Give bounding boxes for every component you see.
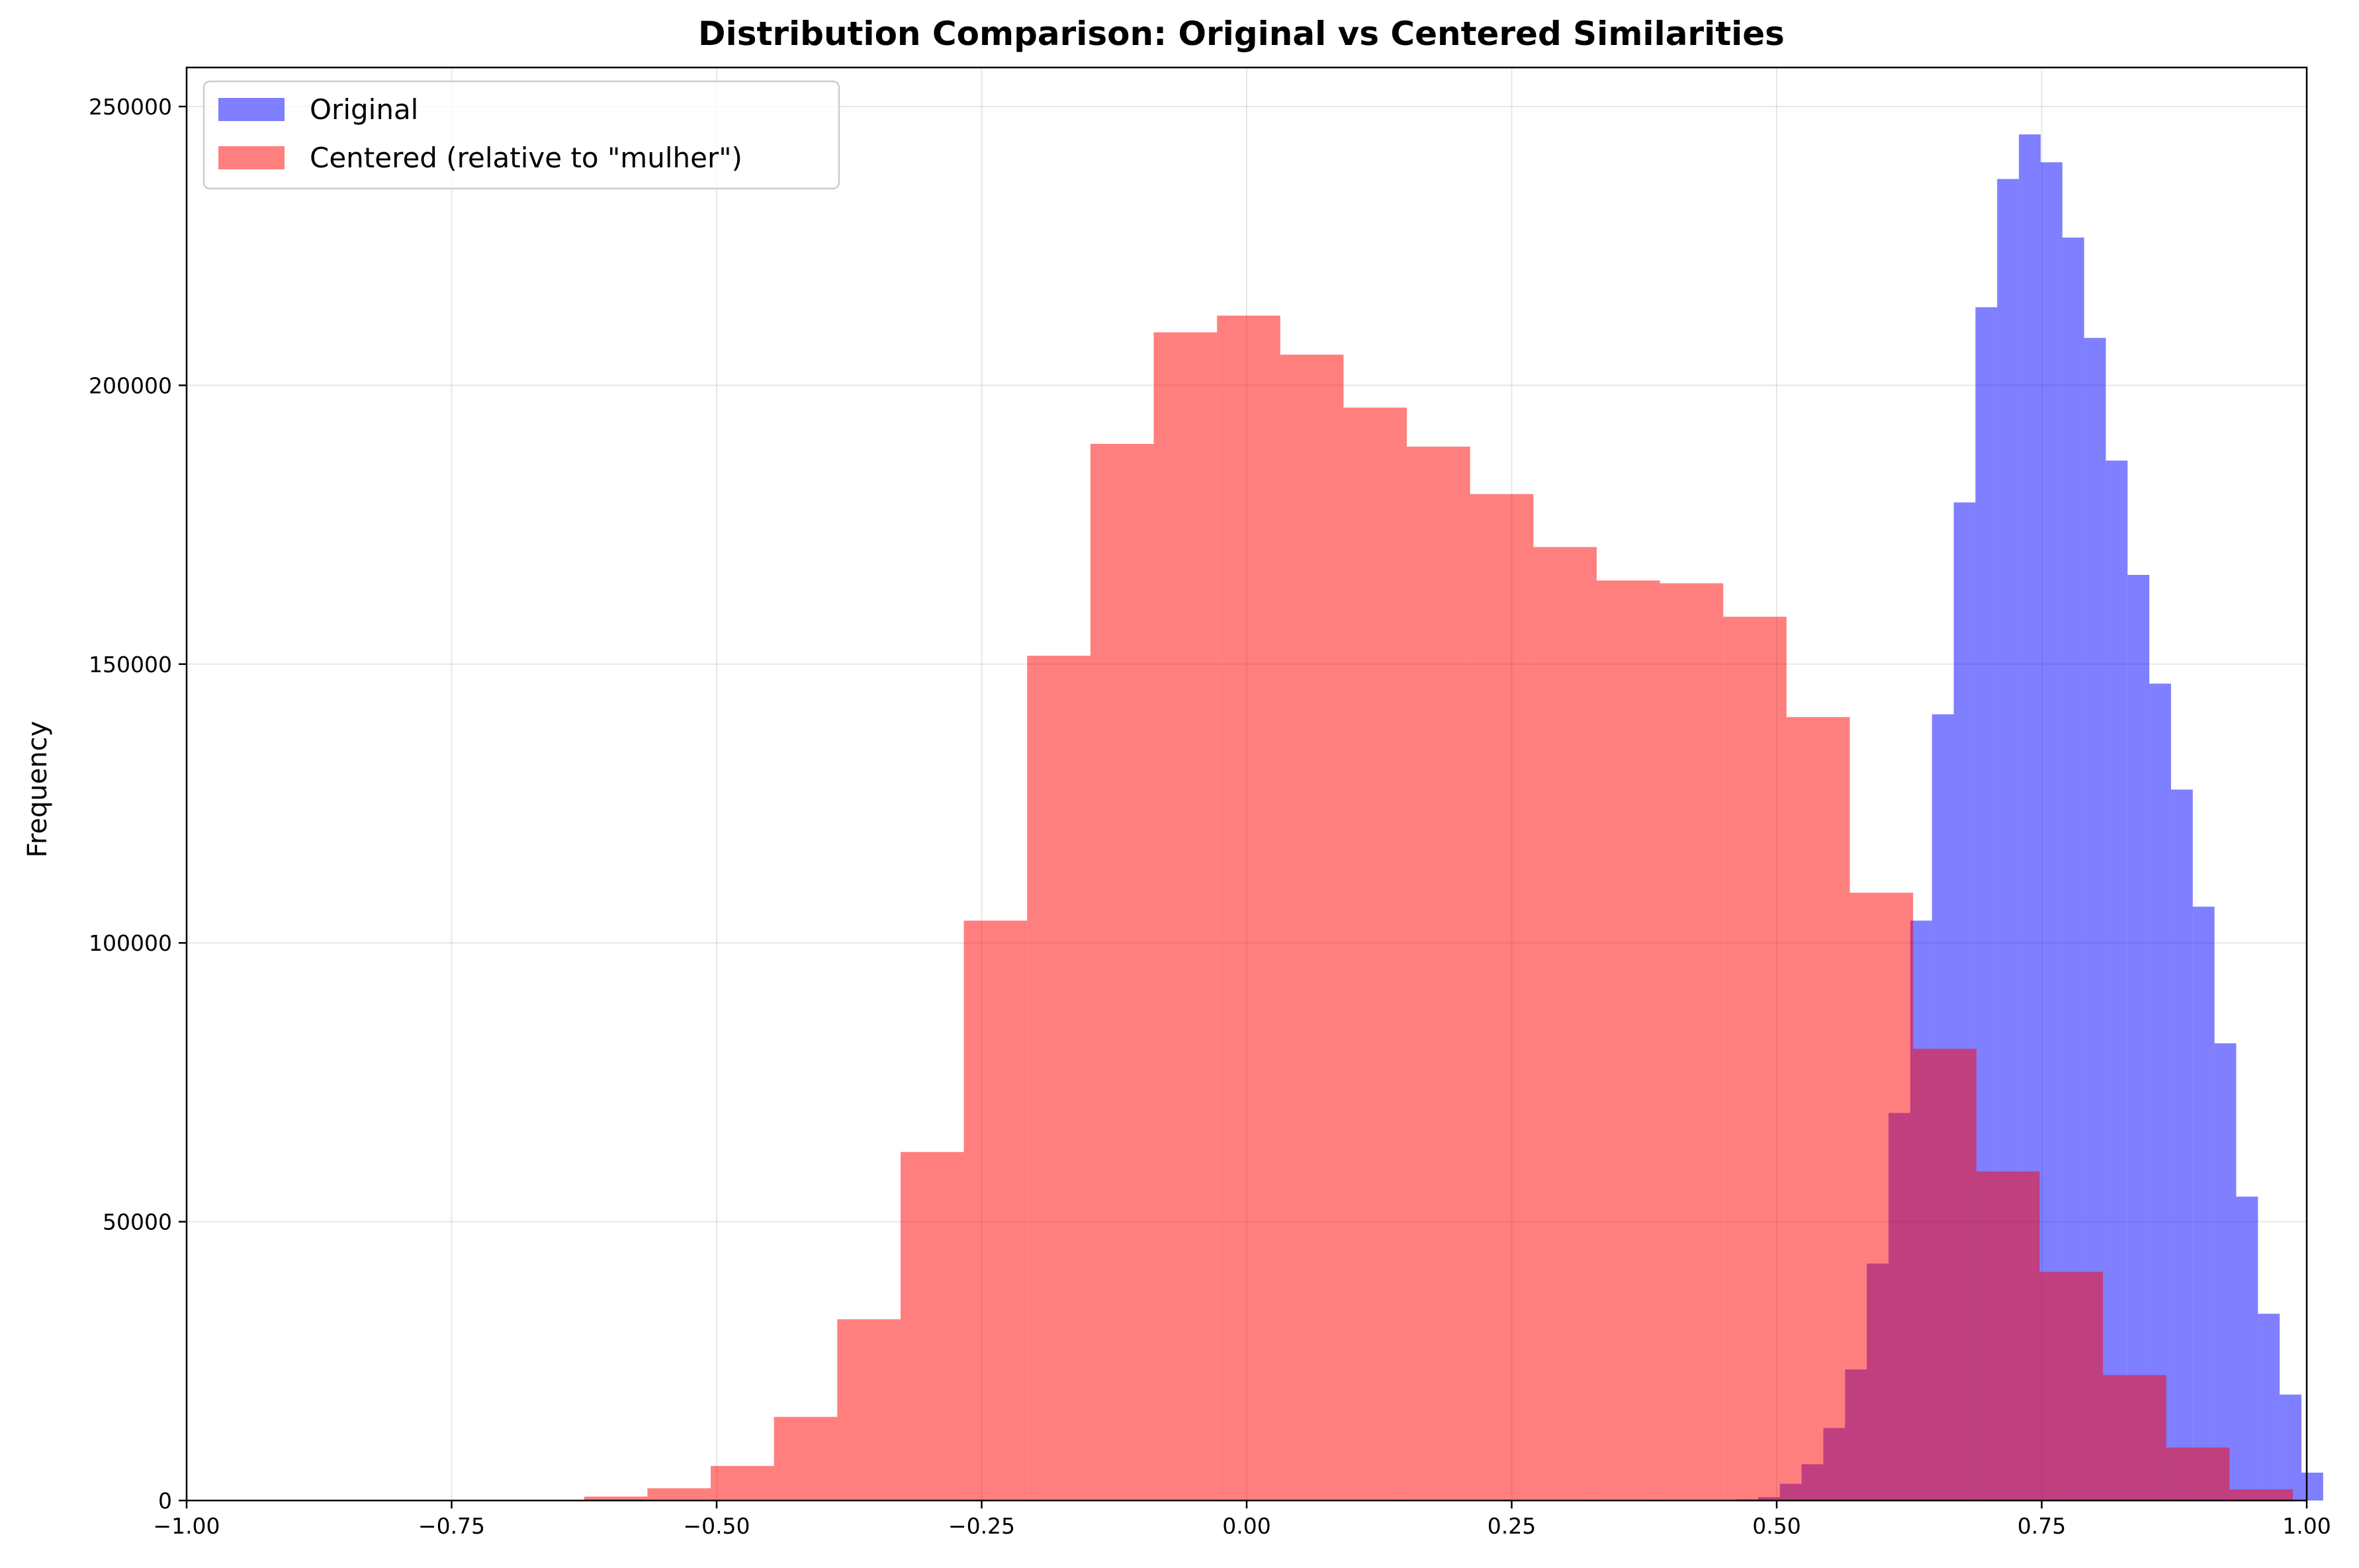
histogram-bar bbox=[1090, 443, 1154, 1501]
histogram-bar bbox=[774, 1416, 838, 1501]
legend-swatch bbox=[218, 98, 285, 121]
legend-label: Original bbox=[310, 93, 418, 126]
legend-box bbox=[202, 80, 840, 190]
histogram-bar bbox=[2301, 1472, 2323, 1501]
legend: Original Centered (relative to "mulher") bbox=[202, 80, 840, 190]
histogram-bar bbox=[1343, 408, 1407, 1501]
histogram-bar bbox=[1849, 893, 1914, 1501]
series-1-bars bbox=[584, 316, 2293, 1501]
histogram-bar bbox=[711, 1465, 774, 1501]
x-tick-label: −1.00 bbox=[153, 1513, 220, 1539]
histogram-bar bbox=[963, 920, 1028, 1501]
histogram-bar bbox=[2127, 574, 2150, 1501]
histogram-bar bbox=[1217, 316, 1280, 1501]
histogram-bar bbox=[1027, 656, 1090, 1501]
histogram-bar bbox=[2149, 683, 2171, 1501]
y-tick-label: 0 bbox=[158, 1488, 172, 1514]
y-tick-label: 50000 bbox=[103, 1209, 172, 1235]
histogram-bar bbox=[837, 1319, 901, 1501]
x-tick-label: −0.50 bbox=[683, 1513, 750, 1539]
histogram-bar bbox=[1660, 583, 1724, 1501]
histogram-bar bbox=[2039, 1272, 2104, 1501]
histogram-bar bbox=[1596, 580, 1660, 1501]
histogram-bar bbox=[2280, 1394, 2301, 1501]
chart-title: Distribution Comparison: Original vs Cen… bbox=[698, 15, 1785, 53]
x-tick-label: 0.75 bbox=[2018, 1513, 2066, 1539]
y-tick-label: 250000 bbox=[89, 94, 172, 120]
histogram-bar bbox=[1470, 494, 1534, 1501]
histogram-bar bbox=[1280, 355, 1344, 1501]
histogram-bar bbox=[1976, 1171, 2040, 1501]
x-tick-label: 0.25 bbox=[1488, 1513, 1536, 1539]
histogram-bar bbox=[647, 1488, 711, 1501]
y-tick-label: 200000 bbox=[89, 372, 172, 398]
histogram-bar bbox=[2103, 1375, 2166, 1501]
x-tick-label: 0.00 bbox=[1222, 1513, 1270, 1539]
axes: −1.00 −0.75 −0.50 −0.25 0.00 0.25 0.50 0.75 1.00… bbox=[89, 66, 2331, 1539]
histogram-bar bbox=[2214, 1043, 2237, 1501]
x-tick-label: −0.75 bbox=[418, 1513, 485, 1539]
x-tick-label: 0.50 bbox=[1752, 1513, 1801, 1539]
histogram-bar bbox=[2170, 789, 2193, 1501]
histogram-bar bbox=[1723, 617, 1787, 1501]
histogram-bar bbox=[900, 1152, 964, 1501]
histogram-bar bbox=[2192, 906, 2215, 1501]
histogram-bar bbox=[1407, 447, 1470, 1501]
histogram-bar bbox=[1913, 1049, 1977, 1501]
histogram-bars bbox=[584, 134, 2323, 1501]
histogram-bar bbox=[2229, 1489, 2293, 1501]
histogram-bar bbox=[2166, 1447, 2230, 1501]
y-tick-label: 150000 bbox=[89, 652, 172, 677]
x-tick-label: 1.00 bbox=[2282, 1513, 2331, 1539]
histogram-bar bbox=[1786, 717, 1850, 1501]
legend-label: Centered (relative to "mulher") bbox=[310, 142, 742, 174]
histogram-bar bbox=[1153, 332, 1218, 1501]
histogram-bar bbox=[584, 1497, 648, 1501]
histogram-bar bbox=[2236, 1196, 2258, 1501]
histogram-bar bbox=[2106, 460, 2128, 1501]
y-tick-label: 100000 bbox=[89, 930, 172, 956]
x-tick-label: −0.25 bbox=[948, 1513, 1015, 1539]
y-axis-label: Frequency bbox=[22, 721, 53, 858]
legend-swatch bbox=[218, 146, 285, 169]
histogram-bar bbox=[2258, 1313, 2280, 1501]
histogram-bar bbox=[1533, 546, 1597, 1501]
